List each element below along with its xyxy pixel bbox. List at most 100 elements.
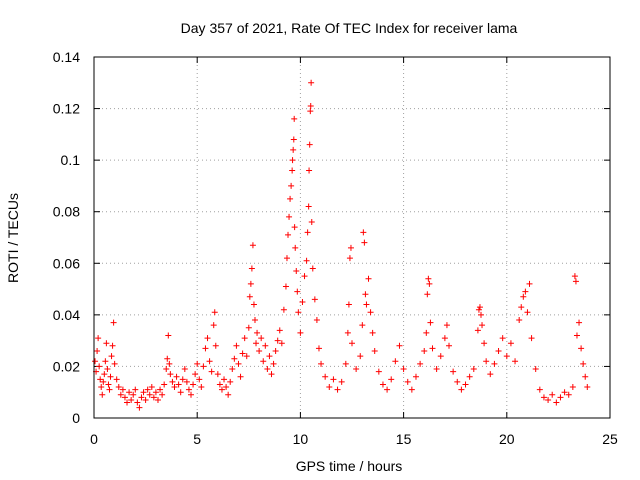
data-point bbox=[357, 353, 364, 360]
data-point bbox=[512, 358, 519, 365]
data-point bbox=[526, 280, 533, 287]
data-point bbox=[362, 291, 369, 298]
data-point bbox=[211, 309, 218, 316]
data-point bbox=[371, 347, 378, 354]
data-point bbox=[95, 335, 102, 342]
data-point bbox=[102, 358, 109, 365]
data-point bbox=[266, 353, 273, 360]
data-point bbox=[221, 376, 228, 383]
data-point bbox=[491, 360, 498, 367]
data-point bbox=[294, 288, 301, 295]
data-point bbox=[157, 386, 164, 393]
data-point bbox=[322, 373, 329, 380]
data-point bbox=[258, 335, 265, 342]
data-point bbox=[437, 353, 444, 360]
data-point bbox=[495, 347, 502, 354]
data-point bbox=[308, 79, 315, 86]
data-point bbox=[105, 381, 112, 388]
data-point bbox=[295, 309, 302, 316]
data-point bbox=[214, 371, 221, 378]
data-point bbox=[306, 141, 313, 148]
data-point bbox=[578, 345, 585, 352]
data-point bbox=[516, 317, 523, 324]
data-point bbox=[233, 342, 240, 349]
data-point bbox=[250, 301, 257, 308]
data-point bbox=[569, 384, 576, 391]
data-point bbox=[142, 396, 149, 403]
data-point bbox=[573, 332, 580, 339]
data-point bbox=[450, 368, 457, 375]
data-point bbox=[161, 381, 168, 388]
data-point bbox=[580, 360, 587, 367]
data-point bbox=[136, 404, 143, 411]
data-point bbox=[134, 399, 141, 406]
data-point bbox=[466, 373, 473, 380]
data-point bbox=[326, 384, 333, 391]
data-point bbox=[306, 167, 313, 174]
data-point bbox=[100, 378, 107, 385]
data-point bbox=[297, 329, 304, 336]
data-point bbox=[108, 353, 115, 360]
data-point bbox=[425, 275, 432, 282]
data-point bbox=[367, 309, 374, 316]
data-point bbox=[278, 340, 285, 347]
x-tick-label: 0 bbox=[90, 431, 98, 447]
data-point bbox=[106, 386, 113, 393]
y-tick-label: 0.06 bbox=[53, 255, 80, 271]
data-point bbox=[536, 386, 543, 393]
data-point bbox=[307, 108, 314, 115]
data-point bbox=[196, 376, 203, 383]
x-axis-label: GPS time / hours bbox=[296, 458, 403, 474]
data-point bbox=[235, 360, 242, 367]
data-point bbox=[212, 342, 219, 349]
data-point bbox=[159, 391, 166, 398]
data-point bbox=[346, 255, 353, 262]
data-point bbox=[338, 378, 345, 385]
data-point bbox=[369, 329, 376, 336]
y-tick-label: 0.1 bbox=[61, 152, 81, 168]
data-point bbox=[245, 324, 252, 331]
data-point bbox=[239, 350, 246, 357]
data-point bbox=[365, 275, 372, 282]
data-point bbox=[299, 298, 306, 305]
data-point bbox=[318, 360, 325, 367]
data-point bbox=[458, 386, 465, 393]
data-point bbox=[545, 396, 552, 403]
data-point bbox=[360, 229, 367, 236]
y-axis-label: ROTI / TECUs bbox=[5, 193, 21, 283]
data-point bbox=[305, 203, 312, 210]
axis-ticks: 0 5 10 15 20 25 0 0.02 0.04 0.06 0.08 0.1 0.12 0.14 bbox=[53, 49, 618, 447]
data-point bbox=[285, 231, 292, 238]
data-point bbox=[290, 136, 297, 143]
data-point bbox=[200, 363, 207, 370]
data-point bbox=[173, 373, 180, 380]
data-point bbox=[479, 322, 486, 329]
data-point bbox=[476, 304, 483, 311]
data-point bbox=[111, 360, 118, 367]
data-point bbox=[462, 381, 469, 388]
data-point bbox=[289, 167, 296, 174]
data-point bbox=[190, 381, 197, 388]
plot-frame bbox=[93, 56, 611, 419]
data-point bbox=[426, 280, 433, 287]
data-point bbox=[282, 283, 289, 290]
data-point bbox=[98, 384, 105, 391]
data-point bbox=[188, 391, 195, 398]
data-point bbox=[144, 386, 151, 393]
data-point bbox=[247, 280, 254, 287]
data-point bbox=[130, 391, 137, 398]
data-point bbox=[128, 396, 135, 403]
data-point bbox=[246, 293, 253, 300]
data-point bbox=[353, 366, 360, 373]
data-point bbox=[104, 366, 111, 373]
data-point bbox=[287, 195, 294, 202]
data-point bbox=[206, 358, 213, 365]
data-point bbox=[97, 376, 104, 383]
data-point bbox=[167, 371, 174, 378]
data-point bbox=[347, 244, 354, 251]
data-point bbox=[532, 366, 539, 373]
data-point bbox=[109, 342, 116, 349]
data-point bbox=[433, 366, 440, 373]
data-point bbox=[192, 371, 199, 378]
data-point bbox=[148, 384, 155, 391]
